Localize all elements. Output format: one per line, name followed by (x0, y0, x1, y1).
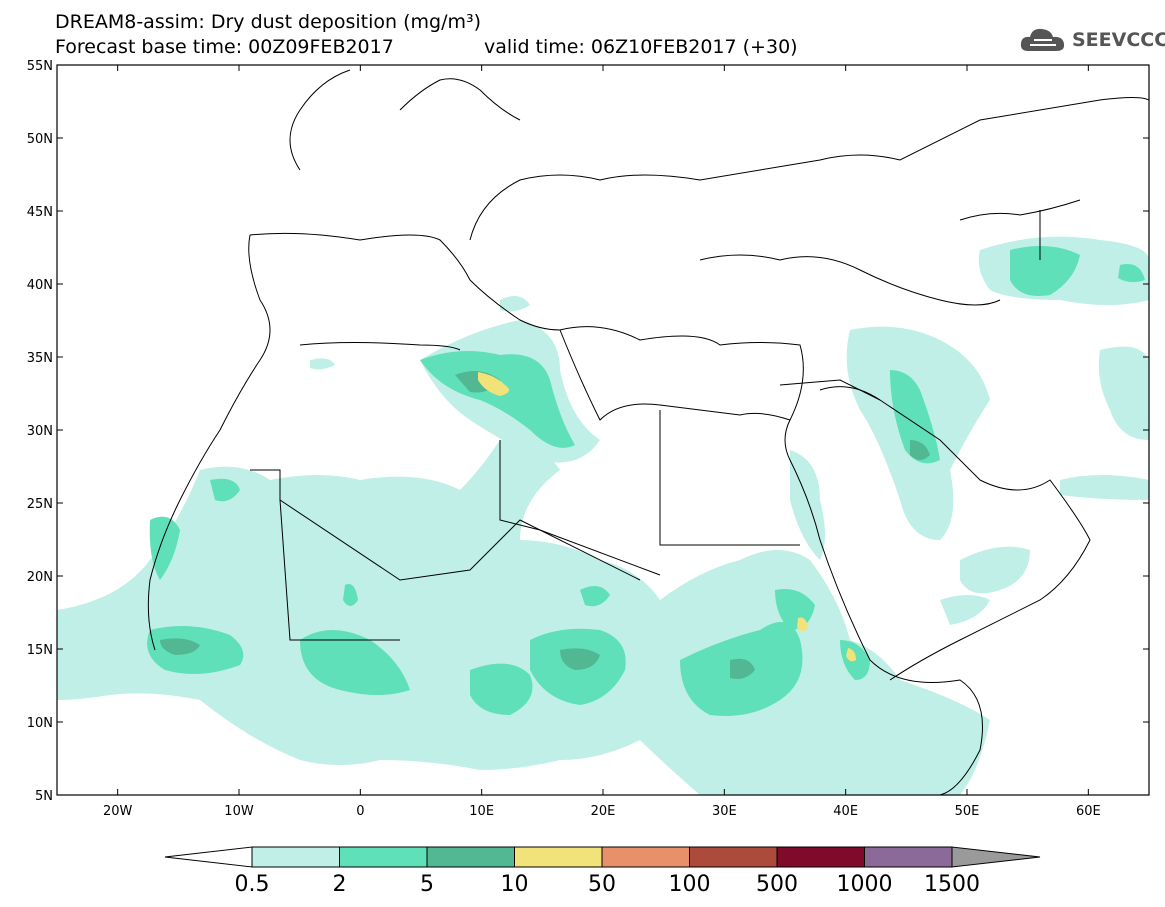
dust-fields (57, 236, 1149, 795)
colorbar-over-triangle (951, 846, 1041, 868)
lon-tick-label: 50E (955, 804, 980, 819)
forecast-base-time: Forecast base time: 00Z09FEB2017 (55, 36, 394, 58)
colorbar-label: 500 (756, 872, 798, 897)
lat-tick-label: 35N (27, 351, 53, 366)
lon-tick-label: 20E (591, 804, 616, 819)
colorbar-label: 100 (669, 872, 711, 897)
colorbar-label: 2 (333, 872, 347, 897)
lat-tick-label: 20N (27, 570, 53, 585)
lon-tick-label: 10E (469, 804, 494, 819)
lat-tick-label: 10N (27, 716, 53, 731)
lon-tick-label: 0 (356, 804, 364, 819)
colorbar-box (251, 846, 340, 868)
colorbar-label: 0.5 (235, 872, 270, 897)
lon-tick-label: 40E (833, 804, 858, 819)
lat-tick-label: 30N (27, 424, 53, 439)
colorbar-label: 5 (420, 872, 434, 897)
lat-tick-label: 25N (27, 497, 53, 512)
lon-tick-label: 30E (712, 804, 737, 819)
lat-tick-label: 45N (27, 205, 53, 220)
colorbar-box (864, 846, 953, 868)
colorbar-box (426, 846, 515, 868)
cloud-icon (1020, 28, 1065, 51)
colorbar-box (339, 846, 428, 868)
colorbar-label: 50 (588, 872, 616, 897)
map-title: DREAM8-assim: Dry dust deposition (mg/m³… (55, 11, 482, 33)
colorbar-box (514, 846, 603, 868)
lat-tick-label: 40N (27, 278, 53, 293)
lat-tick-label: 55N (27, 59, 53, 74)
colorbar-box (776, 846, 865, 868)
colorbar-box (601, 846, 690, 868)
lon-tick-label: 60E (1076, 804, 1101, 819)
colorbar-under-triangle (164, 846, 253, 868)
lat-tick-label: 15N (27, 643, 53, 658)
valid-time: valid time: 06Z10FEB2017 (+30) (484, 36, 798, 58)
colorbar-label: 1500 (924, 872, 980, 897)
colorbar-box (689, 846, 778, 868)
colorbar: 0.5 2 5 10 50 100 500 1000 1500 (164, 846, 1041, 897)
longitude-axis: 20W 10W 0 10E 20E 30E 40E 50E 60E (103, 65, 1101, 819)
colorbar-label: 1000 (837, 872, 893, 897)
coastlines (147, 69, 1149, 795)
latitude-axis: 5N 10N 15N 20N 25N 30N 35N 40N 45N 50N 55N (27, 59, 1149, 804)
colorbar-label: 10 (501, 872, 529, 897)
lat-tick-label: 50N (27, 132, 53, 147)
seevccc-logo: SEEVCCC (1018, 24, 1165, 56)
lon-tick-label: 20W (103, 804, 133, 819)
logo-text: SEEVCCC (1072, 29, 1165, 51)
lat-tick-label: 5N (35, 789, 53, 804)
lon-tick-label: 10W (224, 804, 254, 819)
